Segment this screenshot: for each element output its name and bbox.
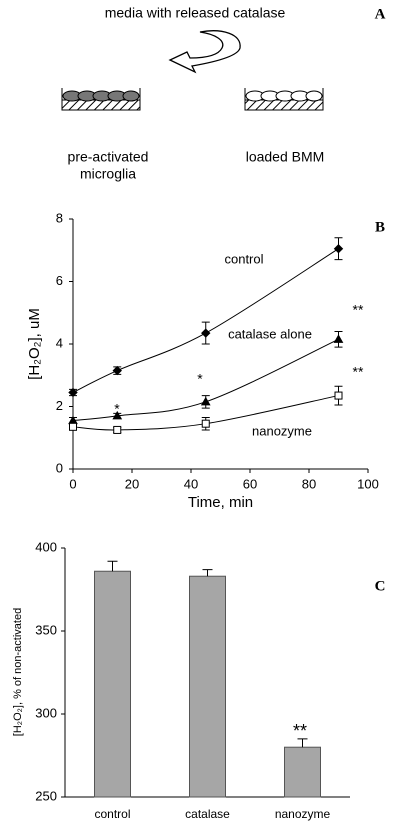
cell-label: pre-activated (68, 149, 149, 165)
x-tick-label: 60 (243, 476, 257, 491)
series-label: catalase alone (228, 326, 312, 341)
error-bar (297, 738, 308, 748)
panel-label: A (375, 6, 386, 22)
caption: media with released catalase (105, 5, 286, 21)
y-tick-label: 350 (35, 622, 57, 637)
x-tick-label: 100 (357, 476, 379, 491)
significance: ** (293, 721, 307, 741)
panel-label: C (375, 578, 386, 594)
significance: ** (353, 302, 364, 318)
point (201, 328, 211, 338)
x-tick-label: 0 (69, 476, 76, 491)
y-tick-label: 0 (56, 460, 63, 475)
point (334, 391, 343, 400)
bar (284, 746, 321, 798)
bar (189, 575, 226, 798)
y-tick-label: 8 (56, 210, 63, 225)
point (200, 396, 211, 406)
error-bar (107, 560, 118, 572)
point (112, 410, 123, 420)
microglia-dish (61, 88, 141, 111)
point (333, 243, 344, 254)
x-tick-label: catalase (185, 807, 230, 821)
significance: * (114, 401, 120, 417)
panel-label: B (375, 219, 385, 235)
curved-arrow (168, 30, 241, 74)
point (68, 387, 78, 398)
bar (94, 570, 131, 798)
bmm-dish (244, 88, 324, 111)
y-tick-label: 250 (35, 788, 57, 803)
series-label: control (224, 251, 263, 266)
x-tick-label: control (94, 807, 130, 821)
y-axis-label: [H₂O₂], % of non-activated (12, 608, 24, 736)
significance: ** (353, 364, 364, 380)
x-tick-label: 80 (302, 476, 316, 491)
x-axis-label: Time, min (188, 494, 253, 511)
y-tick-label: 4 (56, 335, 63, 350)
point (201, 419, 210, 428)
series-line (72, 395, 339, 431)
y-tick-label: 300 (35, 705, 57, 720)
significance: * (197, 371, 203, 387)
x-tick-label: 40 (184, 476, 198, 491)
cell-label: microglia (80, 166, 136, 182)
y-tick-label: 400 (35, 539, 57, 554)
error-bar (202, 569, 213, 577)
cell-label: loaded BMM (246, 149, 325, 165)
point (113, 425, 122, 434)
point (333, 334, 344, 343)
point (69, 422, 77, 431)
x-tick-label: nanozyme (275, 807, 331, 821)
series-line (72, 248, 339, 393)
y-axis-label: [H₂O₂], uM (26, 308, 43, 380)
y-tick-label: 6 (56, 273, 63, 288)
series-label: nanozyme (252, 423, 312, 438)
series-line (72, 338, 339, 422)
point (112, 365, 122, 376)
x-tick-label: 20 (125, 476, 139, 491)
y-tick-label: 2 (56, 398, 63, 413)
